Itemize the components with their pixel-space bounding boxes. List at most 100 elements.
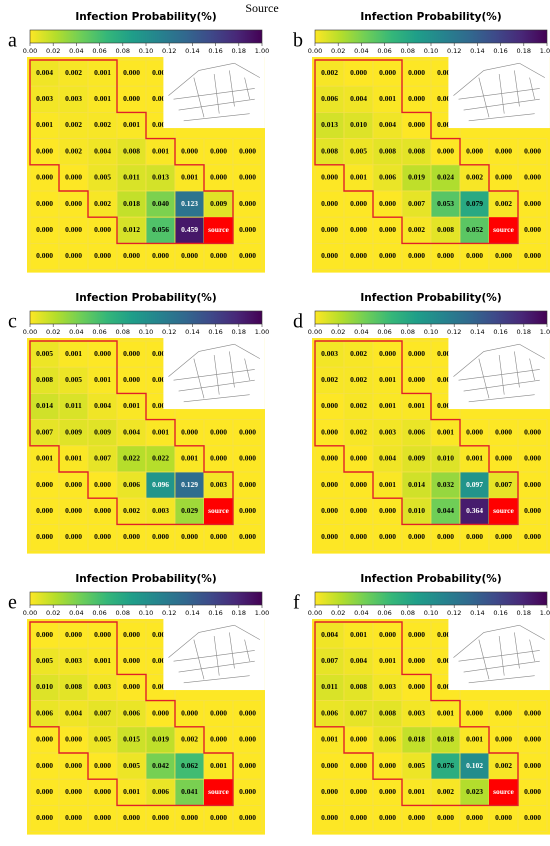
floor-plan-line: [178, 98, 255, 111]
cell-value: 0.018: [123, 199, 140, 208]
cell-value: 0.001: [123, 787, 140, 796]
cell-value: 0.040: [152, 199, 169, 208]
cell-value: 0.000: [408, 251, 425, 260]
cell-value: 0.001: [123, 120, 140, 129]
heat-cell: [116, 674, 147, 702]
heat-cell: [87, 366, 118, 394]
cell-value: 0.001: [379, 94, 396, 103]
region-outline: [314, 59, 519, 245]
cell-value: 0.011: [321, 682, 338, 691]
heat-cell: [203, 471, 234, 499]
cell-value: 0.001: [123, 401, 140, 410]
cell-value: 0.008: [123, 146, 140, 155]
cell-value: 0.004: [350, 656, 367, 665]
heat-cell: [145, 445, 176, 473]
colorbar: [314, 591, 548, 606]
cell-value: 0.000: [437, 656, 454, 665]
heat-cell: [488, 242, 519, 270]
colorbar-tick-label: 0.00: [23, 328, 37, 336]
heat-cell: [58, 138, 89, 166]
cell-value: 0.022: [123, 454, 140, 463]
heat-cell: [232, 190, 263, 218]
heat-cell: [459, 138, 490, 166]
heat-cell: [314, 497, 345, 525]
cell-value: 0.000: [524, 225, 541, 234]
heat-cell: [314, 393, 345, 421]
cell-value: 0.005: [94, 735, 111, 744]
cell-value: 0.000: [466, 532, 483, 541]
cell-value: 0.022: [152, 454, 169, 463]
colorbar-tick-label: 0.06: [377, 609, 391, 617]
cell-value: 0.000: [239, 427, 256, 436]
heat-cell: [232, 419, 263, 447]
cell-value: 0.000: [350, 813, 367, 822]
heat-cell: [29, 523, 60, 551]
source-label: source: [208, 787, 229, 796]
cell-value: 0.000: [36, 532, 53, 541]
cell-value: 0.002: [495, 199, 512, 208]
cell-value: 0.000: [239, 251, 256, 260]
source-cell: [489, 217, 518, 244]
source-label: source: [208, 225, 229, 234]
colorbar-tick-label: 0.18: [517, 328, 531, 336]
cell-value: 0.000: [524, 735, 541, 744]
cell-value: 0.000: [466, 427, 483, 436]
cell-value: 0.000: [437, 120, 454, 129]
cell-value: 0.000: [408, 120, 425, 129]
heat-cell: [29, 700, 60, 728]
cell-value: 0.000: [321, 427, 338, 436]
heat-cell: [430, 804, 461, 832]
heat-cell: [343, 804, 374, 832]
heat-cell: [430, 752, 461, 780]
heat-cell: [58, 523, 89, 551]
cell-value: 0.000: [350, 251, 367, 260]
floor-plan-line: [498, 73, 505, 114]
heat-cell: [401, 804, 432, 832]
cell-value: 0.000: [321, 813, 338, 822]
cell-value: 0.018: [408, 735, 425, 744]
cell-value: 0.001: [181, 454, 198, 463]
cell-value: 0.000: [408, 630, 425, 639]
cell-value: 0.000: [379, 761, 396, 770]
cell-value: 0.000: [65, 735, 82, 744]
heat-cell: [459, 700, 490, 728]
cell-value: 0.010: [437, 454, 454, 463]
cell-value: 0.003: [379, 682, 396, 691]
region-outline: [314, 621, 519, 807]
cell-value: 0.000: [36, 787, 53, 796]
floor-plan-line: [529, 639, 535, 662]
cell-value: 0.000: [152, 532, 169, 541]
heat-cell: [314, 216, 345, 244]
cell-value: 0.000: [350, 225, 367, 234]
cell-value: 0.000: [350, 532, 367, 541]
heat-cell: [343, 471, 374, 499]
cell-value: 0.002: [495, 761, 512, 770]
cell-value: 0.000: [65, 532, 82, 541]
cell-value: 0.000: [123, 630, 140, 639]
cell-value: 0.000: [94, 225, 111, 234]
colorbar: [314, 29, 548, 44]
cell-value: 0.009: [94, 427, 111, 436]
cell-value: 0.123: [181, 199, 198, 208]
cell-value: 0.014: [408, 480, 425, 489]
floor-plan-line: [198, 624, 235, 633]
cell-value: 0.000: [210, 454, 227, 463]
colorbar-tick-label: 0.12: [447, 609, 461, 617]
floor-plan-line: [514, 70, 520, 107]
colorbar-tick-label: 0.06: [92, 609, 106, 617]
heat-cell: [488, 523, 519, 551]
cell-value: 0.000: [181, 251, 198, 260]
heat-cell: [58, 419, 89, 447]
heat-cell: [517, 216, 548, 244]
heat-cell: [401, 190, 432, 218]
floor-plan-line: [234, 624, 260, 640]
colorbar-tick-label: 0.10: [139, 328, 153, 336]
heat-cell: [232, 138, 263, 166]
cell-value: 0.000: [350, 761, 367, 770]
cell-value: 0.000: [379, 225, 396, 234]
colorbar-tick-label: 0.04: [69, 609, 83, 617]
heat-cell: [488, 700, 519, 728]
heat-cell: [372, 700, 403, 728]
cell-value: 0.029: [181, 506, 198, 515]
heat-cell: [372, 726, 403, 754]
